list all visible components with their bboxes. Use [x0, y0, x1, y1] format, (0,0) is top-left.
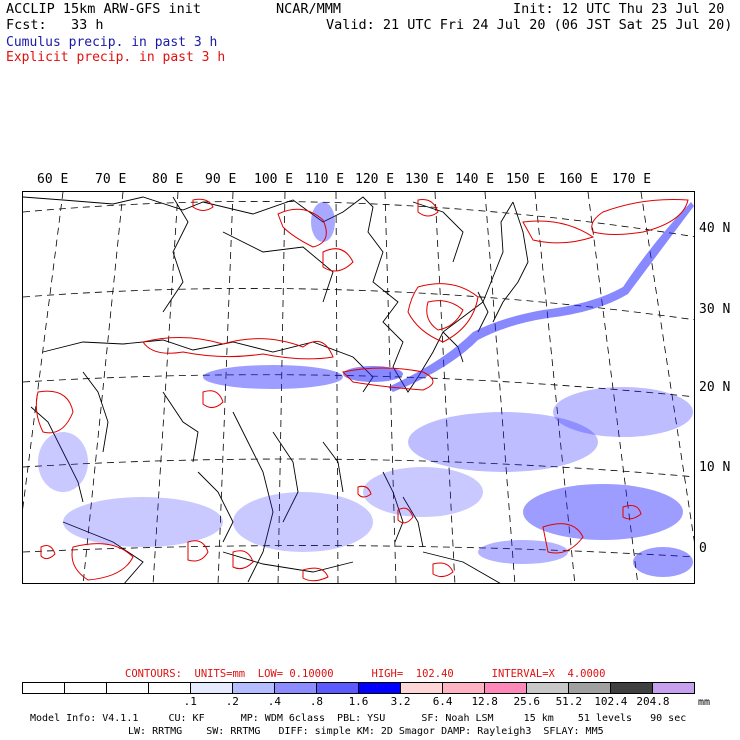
lon-label: 60 E	[37, 172, 69, 187]
colorbar-tick-label: 3.2	[390, 695, 411, 708]
title-line-1: ACCLIP 15km ARW-GFS init	[6, 1, 202, 17]
lon-label: 100 E	[254, 172, 294, 187]
colorbar-tick-label: 204.8	[636, 695, 670, 708]
colorbar-swatch	[65, 683, 107, 693]
lat-label: 20 N	[699, 380, 731, 395]
colorbar-swatch	[401, 683, 443, 693]
colorbar-tick-label: .8	[309, 695, 324, 708]
lon-label: 150 E	[506, 172, 546, 187]
lat-label: 30 N	[699, 302, 731, 317]
precip-map	[22, 191, 695, 584]
colorbar-swatch	[359, 683, 401, 693]
colorbar-tick-label: 12.8	[471, 695, 498, 708]
colorbar-swatch	[527, 683, 569, 693]
lat-label: 40 N	[699, 221, 731, 236]
contours-info: CONTOURS: UNITS=mm LOW= 0.10000 HIGH= 10…	[125, 668, 606, 680]
lon-label: 90 E	[205, 172, 237, 187]
colorbar-swatch	[317, 683, 359, 693]
lon-label: 170 E	[612, 172, 652, 187]
lon-label: 80 E	[152, 172, 184, 187]
colorbar-swatch	[569, 683, 611, 693]
colorbar-swatch	[275, 683, 317, 693]
coastlines	[23, 196, 529, 583]
colorbar-tick-label: 102.4	[594, 695, 628, 708]
valid-time: Valid: 21 UTC Fri 24 Jul 20 (06 JST Sat …	[326, 17, 733, 33]
colorbar-swatch	[443, 683, 485, 693]
model-info-line-2: LW: RRTMG SW: RRTMG DIFF: simple KM: 2D …	[128, 726, 604, 737]
lon-label: 70 E	[95, 172, 127, 187]
lon-label: 160 E	[559, 172, 599, 187]
lon-label: 140 E	[455, 172, 495, 187]
lon-label: 130 E	[405, 172, 445, 187]
colorbar-tick-label: 6.4	[432, 695, 453, 708]
colorbar-tick-label: .4	[267, 695, 281, 708]
cumulus-precip	[38, 202, 694, 577]
legend-explicit: Explicit precip. in past 3 h	[6, 50, 226, 65]
lon-label: 110 E	[305, 172, 345, 187]
colorbar-swatch	[191, 683, 233, 693]
colorbar-tick-label: .1	[183, 695, 197, 708]
colorbar-unit: mm	[698, 697, 711, 708]
lat-label: 0	[699, 541, 707, 556]
forecast-hour: Fcst: 33 h	[6, 17, 104, 33]
colorbar-swatch	[653, 683, 694, 693]
lon-label: 120 E	[355, 172, 395, 187]
init-time: Init: 12 UTC Thu 23 Jul 20	[513, 1, 725, 17]
lat-label: 10 N	[699, 460, 731, 475]
colorbar-swatch	[23, 683, 65, 693]
colorbar	[22, 682, 695, 694]
colorbar-tick-label: .2	[225, 695, 239, 708]
colorbar-tick-label: 51.2	[555, 695, 583, 708]
explicit-precip	[35, 198, 689, 582]
legend-cumulus: Cumulus precip. in past 3 h	[6, 35, 218, 50]
colorbar-tick-label: 25.6	[513, 695, 541, 708]
colorbar-swatch	[149, 683, 191, 693]
colorbar-swatch	[611, 683, 653, 693]
colorbar-swatch	[485, 683, 527, 693]
colorbar-swatch	[233, 683, 275, 693]
model-info-line-1: Model Info: V4.1.1 CU: KF MP: WDM 6class…	[30, 713, 687, 724]
source-label: NCAR/MMM	[276, 1, 342, 17]
colorbar-tick-label: 1.6	[348, 695, 369, 708]
map-canvas	[23, 192, 694, 583]
colorbar-swatch	[107, 683, 149, 693]
